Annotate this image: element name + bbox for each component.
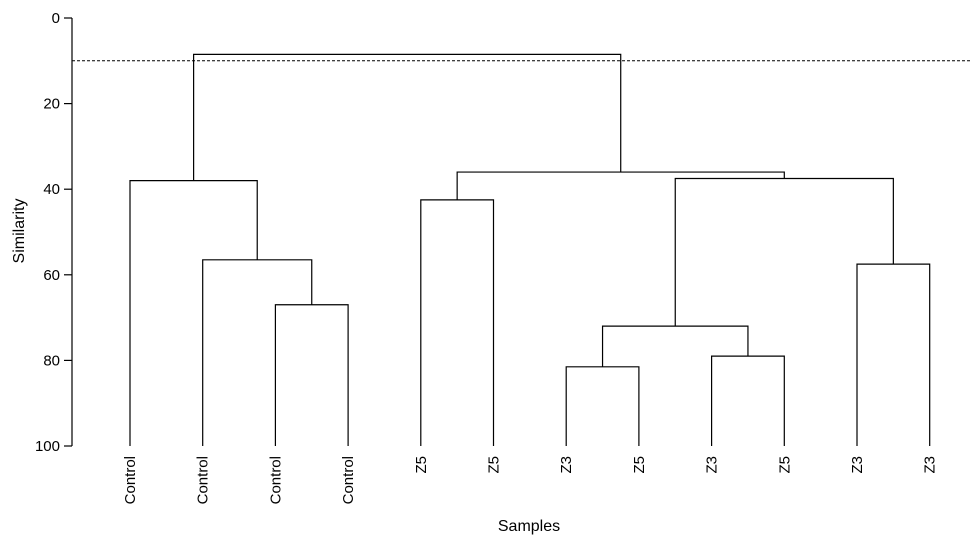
leaf-label: Control <box>195 456 212 504</box>
y-tick-label: 20 <box>43 96 60 113</box>
leaf-label: Control <box>267 456 284 504</box>
y-tick-label: 100 <box>35 438 60 455</box>
leaf-label: Z3 <box>849 456 866 474</box>
dendrogram-link <box>420 199 495 446</box>
leaf-label: Z5 <box>776 456 793 474</box>
dendrogram-link <box>456 171 785 200</box>
leaf-label: Z5 <box>413 456 430 474</box>
leaf-label: Z3 <box>704 456 721 474</box>
dendrogram-link <box>565 366 640 446</box>
x-axis-title: Samples <box>498 518 560 535</box>
dendrogram-link <box>674 177 894 327</box>
y-axis-title: Similarity <box>11 199 28 264</box>
dendrogram-link <box>202 259 313 446</box>
leaf-label: Control <box>340 456 357 504</box>
leaf-label: Z5 <box>486 456 503 474</box>
leaf-label: Z3 <box>558 456 575 474</box>
y-tick-label: 0 <box>52 10 60 27</box>
y-tick-label: 60 <box>43 267 60 284</box>
leaf-labels: Control Control Control Control Z5 Z5 Z3 Z5 Z3 Z5… <box>122 456 939 504</box>
dendrogram-link <box>129 180 258 446</box>
dendrogram-tree <box>129 53 931 446</box>
y-axis: 0 20 40 60 80 100 <box>35 10 73 455</box>
leaf-label: Control <box>122 456 139 504</box>
y-tick-label: 40 <box>43 181 60 198</box>
leaf-label: Z5 <box>631 456 648 474</box>
dendrogram-link <box>274 304 349 446</box>
dendrogram-link <box>601 325 749 367</box>
y-tick-label: 80 <box>43 352 60 369</box>
dendrogram-link <box>193 53 622 181</box>
leaf-label: Z3 <box>922 456 939 474</box>
dendrogram-link <box>711 355 785 446</box>
dendrogram-link <box>856 263 931 446</box>
